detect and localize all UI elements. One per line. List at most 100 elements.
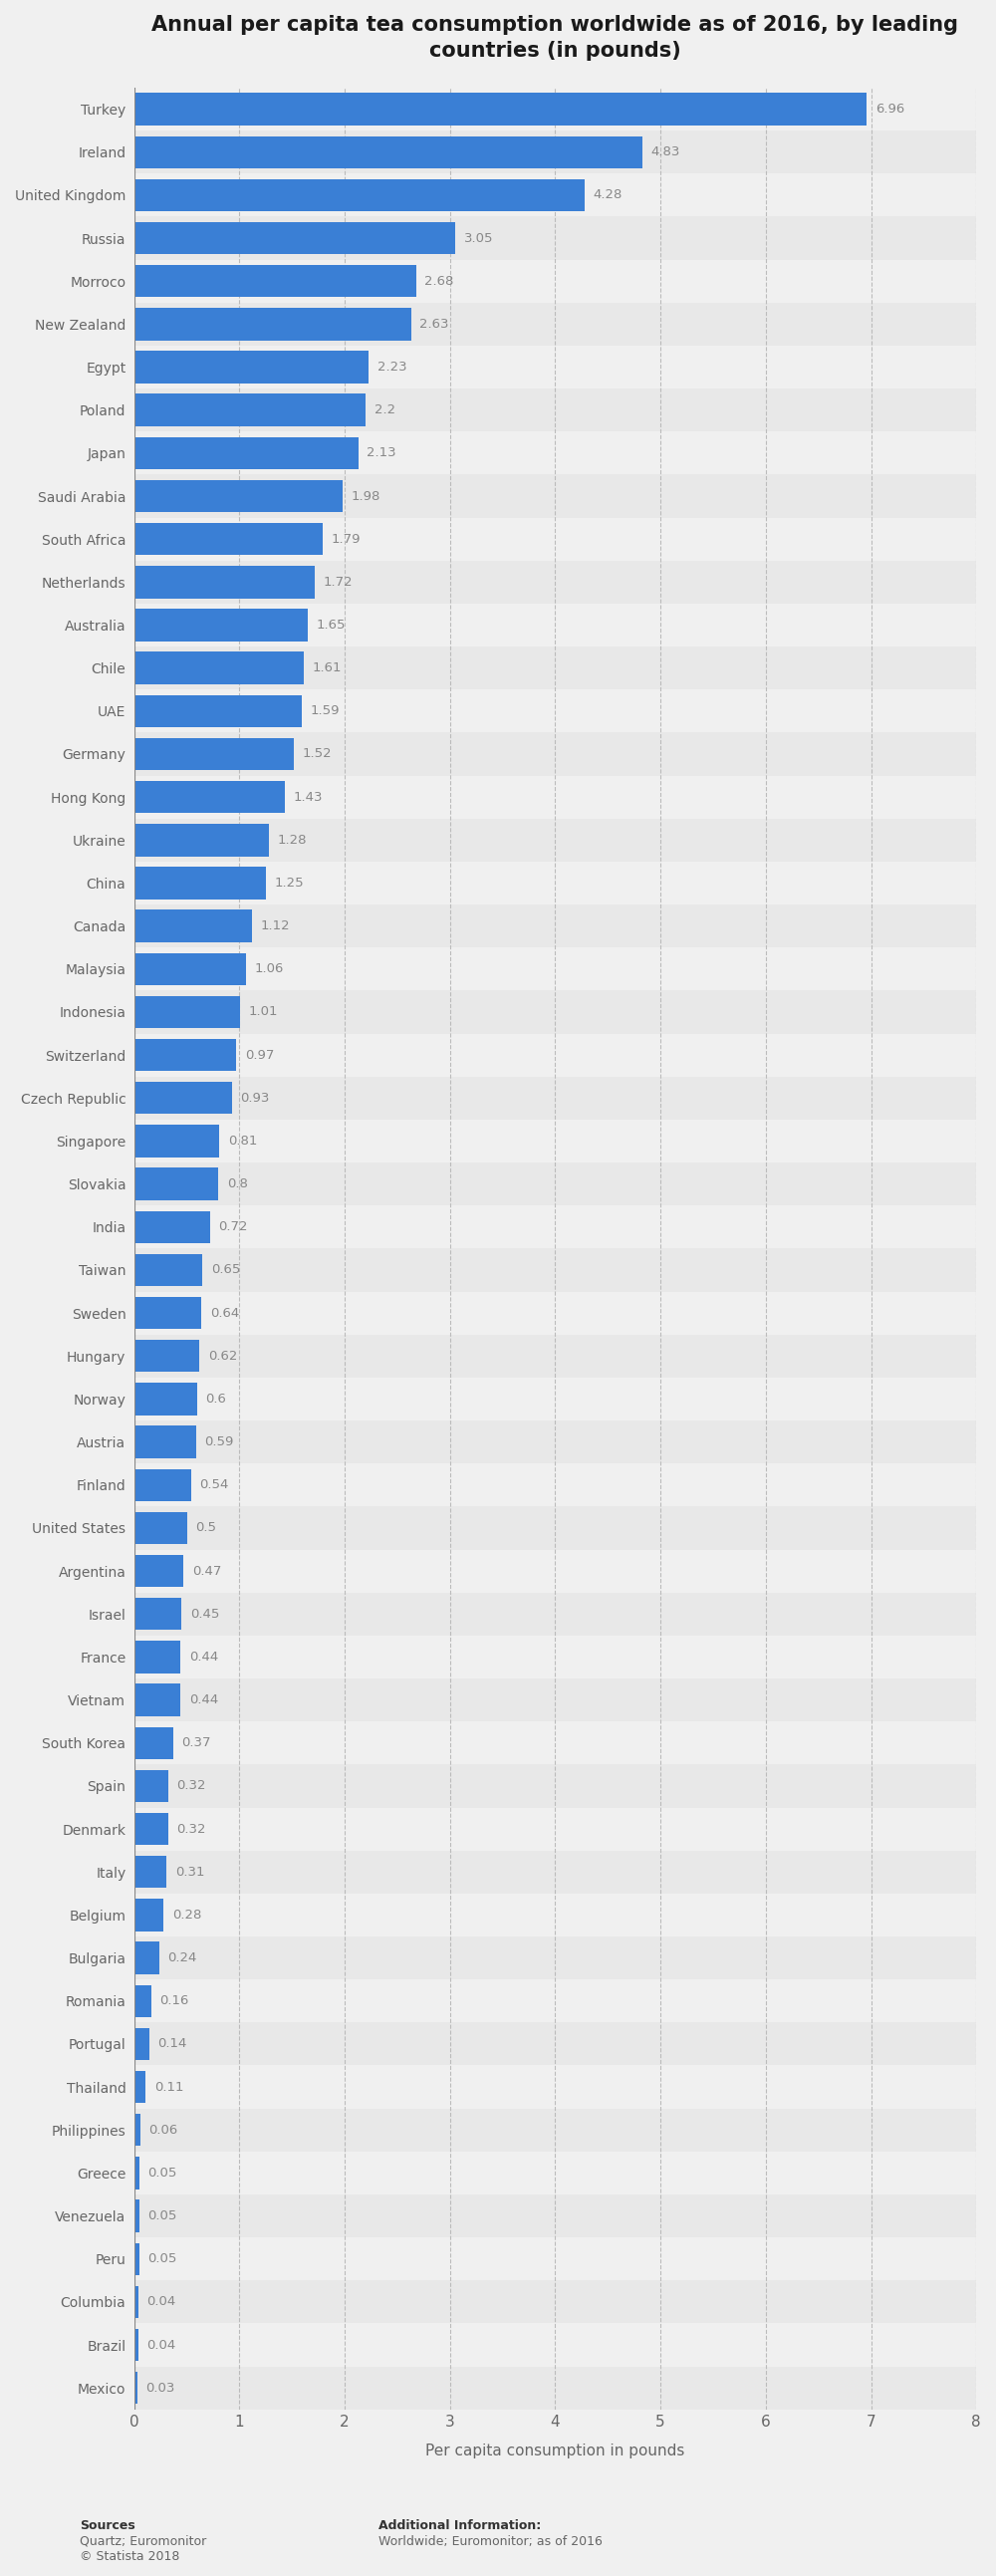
Text: 1.25: 1.25	[274, 876, 304, 889]
Bar	[134, 1291, 976, 1334]
Bar	[134, 948, 976, 992]
Text: 0.64: 0.64	[210, 1306, 239, 1319]
Bar	[134, 1038, 236, 1072]
Bar	[134, 781, 285, 814]
Bar	[134, 1770, 168, 1803]
Bar	[134, 603, 976, 647]
Bar	[134, 1378, 976, 1419]
Text: 0.37: 0.37	[181, 1736, 211, 1749]
Bar	[134, 301, 976, 345]
Bar	[134, 1592, 976, 1636]
Bar	[134, 1121, 976, 1162]
Bar	[134, 868, 266, 899]
Text: 0.44: 0.44	[189, 1651, 218, 1664]
Bar	[134, 2324, 976, 2367]
Text: 0.16: 0.16	[159, 1994, 188, 2007]
Bar	[134, 2066, 976, 2110]
Bar	[134, 2027, 149, 2061]
Bar	[134, 1427, 196, 1458]
Text: 0.04: 0.04	[146, 2339, 176, 2352]
Bar	[134, 1942, 159, 1973]
Text: 1.43: 1.43	[293, 791, 323, 804]
Text: 2.13: 2.13	[367, 446, 396, 459]
Text: 1.98: 1.98	[351, 489, 380, 502]
Text: 0.62: 0.62	[208, 1350, 237, 1363]
Text: 1.28: 1.28	[277, 835, 307, 848]
Bar	[134, 2239, 976, 2280]
Bar	[134, 178, 585, 211]
Text: 0.54: 0.54	[199, 1479, 229, 1492]
Bar	[134, 647, 976, 690]
Text: 1.01: 1.01	[249, 1005, 278, 1018]
Text: 1.52: 1.52	[303, 747, 332, 760]
Bar	[134, 474, 976, 518]
Title: Annual per capita tea consumption worldwide as of 2016, by leading
countries (in: Annual per capita tea consumption worldw…	[151, 15, 958, 62]
Bar	[134, 433, 976, 474]
Bar	[134, 2285, 138, 2318]
Bar	[134, 2195, 976, 2239]
Text: 0.05: 0.05	[147, 2210, 177, 2223]
Bar	[134, 350, 369, 384]
Text: 0.72: 0.72	[218, 1221, 248, 1234]
Bar	[134, 1077, 976, 1121]
Text: 1.79: 1.79	[331, 533, 361, 546]
Bar	[134, 2280, 976, 2324]
Bar	[134, 523, 323, 556]
Bar	[134, 696, 302, 726]
Bar	[134, 1899, 163, 1932]
Bar	[134, 562, 976, 603]
X-axis label: Per capita consumption in pounds: Per capita consumption in pounds	[425, 2442, 685, 2458]
Bar	[134, 2367, 976, 2409]
Text: 2.68: 2.68	[424, 276, 454, 289]
Bar	[134, 260, 976, 301]
Text: 6.96: 6.96	[875, 103, 904, 116]
Bar	[134, 992, 976, 1033]
Bar	[134, 737, 294, 770]
Bar	[134, 173, 976, 216]
Bar	[134, 1937, 976, 1978]
Bar	[134, 1468, 191, 1502]
Bar	[134, 2110, 976, 2151]
Bar	[134, 1512, 187, 1543]
Text: 0.04: 0.04	[146, 2295, 176, 2308]
Text: 1.59: 1.59	[310, 706, 340, 719]
Text: 0.65: 0.65	[211, 1265, 240, 1278]
Bar	[134, 824, 269, 855]
Bar	[134, 309, 411, 340]
Bar	[134, 479, 343, 513]
Text: 0.32: 0.32	[176, 1780, 205, 1793]
Bar	[134, 1726, 173, 1759]
Bar	[134, 1419, 976, 1463]
Text: 0.97: 0.97	[245, 1048, 274, 1061]
Text: 0.06: 0.06	[149, 2123, 178, 2136]
Bar	[134, 216, 976, 260]
Bar	[134, 860, 976, 904]
Text: 2.23: 2.23	[377, 361, 406, 374]
Bar	[134, 2071, 145, 2102]
Bar	[134, 1765, 976, 1808]
Text: 0.05: 0.05	[147, 2251, 177, 2264]
Text: 0.28: 0.28	[172, 1909, 201, 1922]
Bar	[134, 1167, 218, 1200]
Bar	[134, 1126, 219, 1157]
Bar	[134, 345, 976, 389]
Bar	[134, 2200, 139, 2231]
Bar	[134, 88, 976, 131]
Text: 0.03: 0.03	[145, 2380, 175, 2396]
Bar	[134, 1551, 976, 1592]
Text: 0.6: 0.6	[206, 1394, 226, 1406]
Bar	[134, 1855, 166, 1888]
Bar	[134, 775, 976, 819]
Bar	[134, 438, 359, 469]
Bar	[134, 953, 246, 984]
Bar	[134, 904, 976, 948]
Bar	[134, 2372, 137, 2403]
Bar	[134, 1162, 976, 1206]
Text: 0.81: 0.81	[228, 1133, 257, 1146]
Bar	[134, 1685, 180, 1716]
Bar	[134, 2115, 140, 2146]
Text: 0.5: 0.5	[195, 1522, 216, 1535]
Bar	[134, 222, 455, 255]
Bar	[134, 732, 976, 775]
Bar	[134, 1556, 183, 1587]
